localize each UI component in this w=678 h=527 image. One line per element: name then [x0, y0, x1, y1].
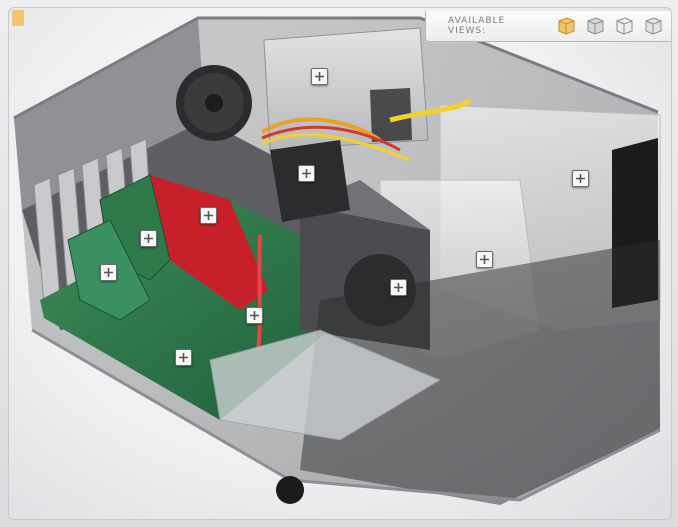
cube-view-icon — [558, 17, 575, 35]
hotspot-expansion-card[interactable] — [140, 230, 157, 247]
plus-icon — [144, 234, 153, 243]
cube-view-icon — [616, 17, 633, 35]
available-views-bar: AVAILABLE VIEWS: — [425, 11, 671, 42]
available-views-label: AVAILABLE VIEWS: — [448, 16, 506, 36]
cube-view-icon — [587, 17, 604, 35]
view-3-button[interactable] — [613, 15, 635, 37]
plus-icon — [204, 211, 213, 220]
plus-icon — [394, 283, 403, 292]
plus-icon — [576, 174, 585, 183]
pc-case-3d-scene — [13, 16, 661, 505]
hotspot-hard-drive-cage[interactable] — [476, 251, 493, 268]
hotspot-graphics-card[interactable] — [200, 207, 217, 224]
hotspot-cpu-cooler[interactable] — [298, 165, 315, 182]
cube-view-icon — [645, 17, 662, 35]
model-viewport[interactable] — [8, 7, 672, 520]
hotspot-drive-bay[interactable] — [572, 170, 589, 187]
plus-icon — [302, 169, 311, 178]
plus-icon — [179, 353, 188, 362]
plus-icon — [480, 255, 489, 264]
view-4-button[interactable] — [642, 15, 664, 37]
hotspot-motherboard[interactable] — [175, 349, 192, 366]
plus-icon — [250, 311, 259, 320]
plus-icon — [315, 72, 324, 81]
view-2-button[interactable] — [584, 15, 606, 37]
panel-tab[interactable] — [12, 10, 24, 26]
plus-icon — [104, 268, 113, 277]
hotspot-power-supply[interactable] — [311, 68, 328, 85]
hotspot-pci-slots[interactable] — [100, 264, 117, 281]
view-1-button[interactable] — [555, 15, 577, 37]
hotspot-cables[interactable] — [246, 307, 263, 324]
hotspot-hard-drive[interactable] — [390, 279, 407, 296]
